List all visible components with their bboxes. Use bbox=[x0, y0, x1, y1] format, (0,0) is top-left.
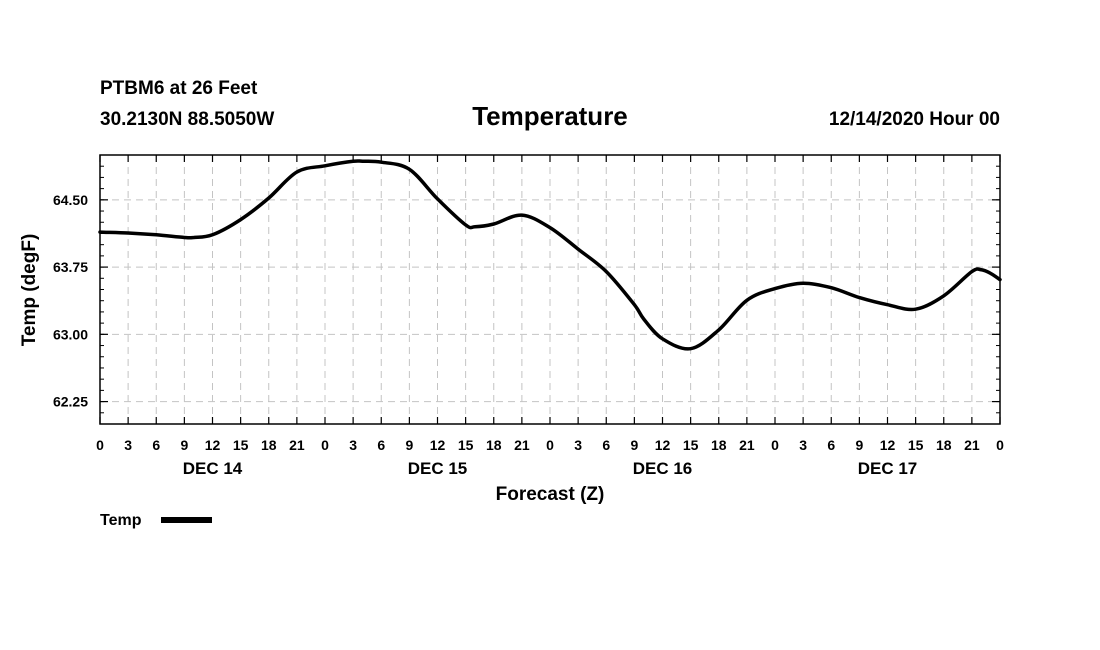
y-tick-label: 63.75 bbox=[53, 259, 88, 275]
x-tick-label: 3 bbox=[799, 437, 807, 453]
x-tick-label: 21 bbox=[964, 437, 980, 453]
location-label: 30.2130N 88.5050W bbox=[100, 109, 274, 130]
x-axis-label: Forecast (Z) bbox=[496, 484, 605, 505]
station-label: PTBM6 at 26 Feet bbox=[100, 78, 258, 99]
x-tick-label: 3 bbox=[574, 437, 582, 453]
x-tick-label: 12 bbox=[430, 437, 446, 453]
x-tick-label: 18 bbox=[486, 437, 502, 453]
x-tick-label: 15 bbox=[458, 437, 474, 453]
run-time-label: 12/14/2020 Hour 00 bbox=[829, 109, 1000, 130]
y-axis-label: Temp (degF) bbox=[19, 234, 40, 347]
series-layer bbox=[98, 159, 1002, 351]
x-tick-label: 18 bbox=[261, 437, 277, 453]
x-tick-label: 9 bbox=[630, 437, 638, 453]
x-tick-label: 6 bbox=[827, 437, 835, 453]
x-tick-label: 15 bbox=[683, 437, 699, 453]
x-tick-label: 9 bbox=[405, 437, 413, 453]
x-tick-label: 6 bbox=[152, 437, 160, 453]
x-tick-label: 12 bbox=[205, 437, 221, 453]
x-tick-label: 9 bbox=[180, 437, 188, 453]
y-tick-labels: 62.25 63.00 63.75 64.50 bbox=[53, 192, 88, 410]
x-tick-label: 18 bbox=[711, 437, 727, 453]
x-tick-label: 9 bbox=[855, 437, 863, 453]
x-tick-label: 15 bbox=[908, 437, 924, 453]
day-label: DEC 16 bbox=[633, 459, 693, 478]
grid-lines bbox=[100, 155, 1000, 424]
legend-label: Temp bbox=[100, 512, 142, 529]
x-tick-label: 0 bbox=[996, 437, 1004, 453]
y-tick-label: 64.50 bbox=[53, 192, 88, 208]
x-tick-label: 3 bbox=[124, 437, 132, 453]
x-tick-label: 0 bbox=[546, 437, 554, 453]
x-tick-label: 6 bbox=[377, 437, 385, 453]
x-tick-label: 21 bbox=[514, 437, 530, 453]
x-tick-label: 12 bbox=[655, 437, 671, 453]
x-tick-labels: 0 3 6 9 12 15 18 21 0 3 6 9 12 15 18 21 0 3 6 9 12 15 18 21 0 3 6 9… bbox=[96, 437, 1004, 453]
x-tick-label: 3 bbox=[349, 437, 357, 453]
plot-frame bbox=[99, 154, 1001, 425]
x-tick-label: 0 bbox=[321, 437, 329, 453]
day-labels: DEC 14 DEC 15 DEC 16 DEC 17 bbox=[183, 459, 918, 478]
day-label: DEC 15 bbox=[408, 459, 468, 478]
series-line-temp bbox=[98, 159, 1002, 351]
x-tick-label: 15 bbox=[233, 437, 249, 453]
x-tick-label: 0 bbox=[96, 437, 104, 453]
day-label: DEC 14 bbox=[183, 459, 243, 478]
chart-title: Temperature bbox=[472, 101, 628, 131]
x-tick-label: 21 bbox=[739, 437, 755, 453]
day-label: DEC 17 bbox=[858, 459, 918, 478]
y-tick-label: 63.00 bbox=[53, 326, 88, 342]
x-tick-label: 21 bbox=[289, 437, 305, 453]
legend: Temp bbox=[100, 512, 212, 529]
x-tick-label: 0 bbox=[771, 437, 779, 453]
x-tick-label: 18 bbox=[936, 437, 952, 453]
x-tick-label: 6 bbox=[602, 437, 610, 453]
x-tick-label: 12 bbox=[880, 437, 896, 453]
y-tick-label: 62.25 bbox=[53, 394, 88, 410]
